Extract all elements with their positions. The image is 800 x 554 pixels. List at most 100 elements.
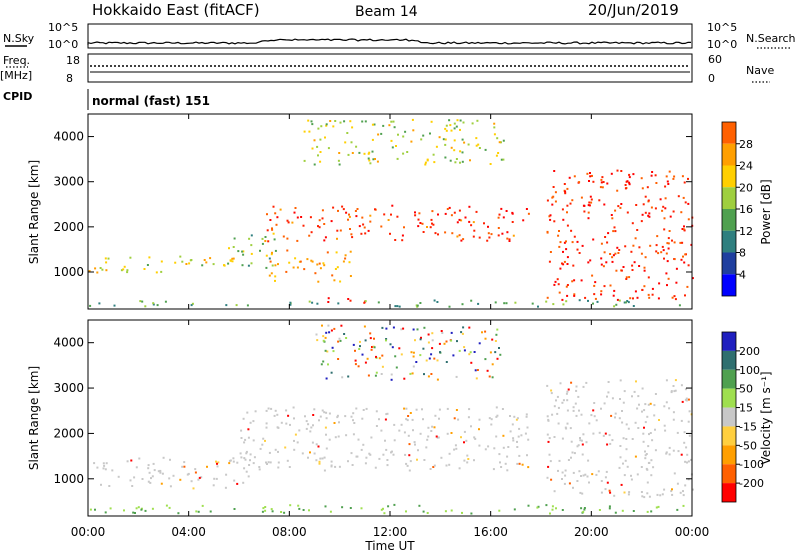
velocity-cell: [509, 430, 512, 433]
power-cell: [626, 300, 629, 302]
velocity-cell: [310, 426, 313, 429]
velocity-cell: [633, 390, 636, 393]
power-cell: [402, 152, 405, 155]
power-cell: [404, 130, 407, 133]
velocity-cell: [555, 507, 557, 510]
velocity-cell: [411, 372, 414, 375]
power-cell: [505, 302, 508, 305]
power-cell: [641, 187, 644, 190]
velocity-x-ticks: [87, 320, 693, 516]
power-cell: [432, 153, 435, 156]
velocity-cell: [429, 468, 432, 470]
power-cell: [406, 151, 409, 153]
velocity-cell: [264, 506, 267, 508]
power-cell: [648, 212, 651, 215]
velocity-cell: [443, 342, 446, 345]
power-cell: [559, 267, 562, 270]
velocity-cell: [338, 337, 341, 340]
power-cell: [634, 237, 637, 240]
velocity-cell: [467, 416, 470, 419]
velocity-cell: [576, 480, 579, 482]
velocity-cell: [312, 414, 315, 416]
colorbar-segment: [722, 143, 736, 166]
power-cell: [672, 177, 675, 180]
velocity-cell: [646, 415, 649, 418]
velocity-cell: [315, 443, 318, 446]
velocity-cell: [583, 508, 586, 511]
velocity-cell: [100, 483, 102, 486]
power-cell: [231, 257, 234, 260]
velocity-cell: [337, 358, 340, 360]
power-cell: [561, 208, 564, 211]
power-cell: [460, 239, 463, 242]
velocity-cell: [634, 455, 637, 458]
power-cell: [390, 213, 392, 216]
velocity-cell: [105, 462, 108, 465]
noise-tick-top-right: 10^5: [707, 21, 737, 34]
power-cell: [566, 263, 569, 265]
velocity-cell: [322, 360, 325, 363]
power-cell: [654, 174, 657, 177]
velocity-cell: [513, 508, 516, 511]
velocity-cell: [551, 505, 554, 508]
y-tick-label: 2000: [53, 220, 84, 234]
power-cell: [393, 126, 396, 129]
velocity-cell: [691, 488, 694, 491]
velocity-cell: [674, 379, 677, 382]
velocity-cell: [301, 452, 304, 455]
colorbar-segment: [722, 274, 736, 296]
power-cell: [584, 296, 587, 299]
velocity-cell: [108, 485, 111, 487]
velocity-cell: [411, 418, 414, 421]
power-cell: [684, 294, 686, 297]
velocity-cell: [283, 511, 286, 514]
power-cell: [666, 260, 669, 263]
power-cell: [292, 266, 295, 269]
velocity-cell: [225, 473, 228, 476]
power-cell: [629, 297, 632, 300]
power-cell: [351, 152, 354, 154]
power-cell: [368, 151, 371, 154]
velocity-cell: [491, 376, 494, 379]
velocity-cell: [643, 496, 646, 499]
velocity-cell: [606, 443, 609, 446]
power-cell: [325, 124, 328, 127]
power-cell: [545, 300, 548, 303]
power-cell: [277, 263, 279, 266]
velocity-cell: [419, 432, 422, 435]
velocity-cell: [546, 433, 549, 436]
velocity-cell: [622, 401, 625, 404]
velocity-cell: [177, 512, 180, 515]
velocity-cell: [321, 457, 324, 460]
power-cell: [317, 154, 319, 157]
power-cell: [314, 272, 317, 275]
velocity-cell: [297, 504, 300, 507]
power-cell: [566, 187, 569, 190]
velocity-cell: [569, 427, 572, 430]
velocity-cell: [245, 452, 248, 455]
power-cell: [306, 258, 309, 261]
velocity-cell: [386, 412, 389, 415]
power-cell: [261, 237, 264, 240]
velocity-cell: [354, 359, 357, 362]
power-cell: [371, 150, 374, 153]
power-cell: [261, 242, 264, 245]
power-cell: [391, 146, 394, 149]
velocity-cell: [240, 437, 243, 439]
velocity-cell: [438, 408, 441, 411]
power-cell: [268, 257, 271, 260]
power-cell: [477, 302, 480, 305]
power-cell: [123, 265, 126, 268]
velocity-cell: [690, 458, 692, 461]
colorbar-segment: [722, 187, 736, 209]
velocity-cell: [365, 407, 368, 410]
velocity-cell: [635, 380, 637, 383]
power-cell: [347, 298, 350, 300]
power-cell: [376, 160, 379, 163]
velocity-cell: [496, 414, 499, 417]
velocity-cell: [561, 478, 563, 480]
power-cell: [556, 278, 559, 281]
power-cell: [640, 252, 643, 255]
velocity-cell: [638, 403, 640, 406]
power-cell: [414, 214, 417, 217]
